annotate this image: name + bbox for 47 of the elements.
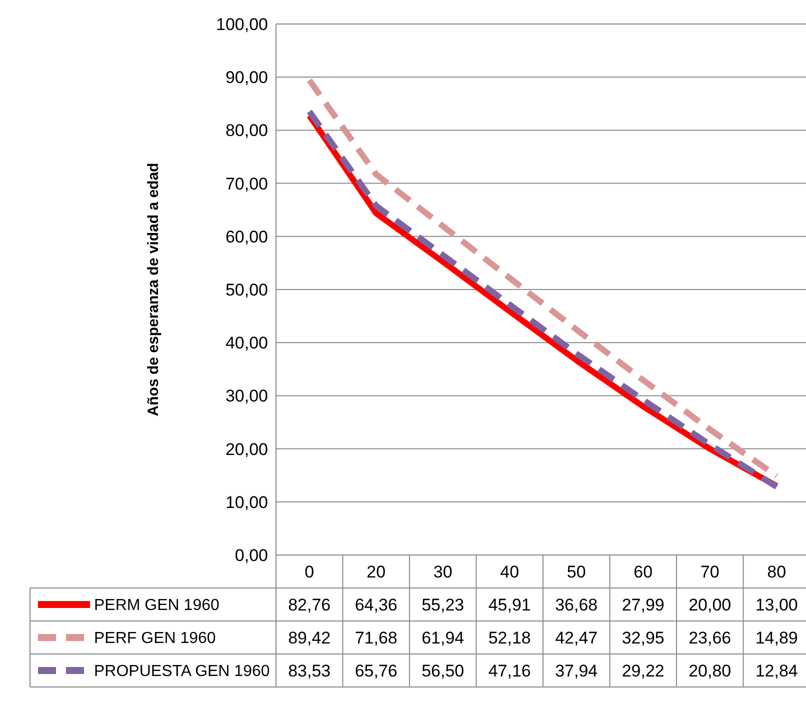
y-tick-label: 40,00 (225, 334, 268, 353)
data-label: 37,94 (555, 661, 598, 680)
data-label: 83,53 (288, 661, 331, 680)
x-tick-label: 60 (634, 562, 653, 582)
x-tick-label: 50 (566, 562, 586, 582)
data-label: 13,00 (755, 595, 798, 614)
y-axis-title: Años de esperanza de vidad a edad (145, 162, 162, 416)
legend-label: PROPUESTA GEN 1960 (94, 663, 270, 680)
data-label: 12,84 (755, 661, 798, 680)
data-label: 61,94 (422, 628, 464, 648)
data-label: 55,23 (422, 595, 464, 614)
legend-label: PERM GEN 1960 (94, 597, 220, 614)
data-label: 45,91 (488, 595, 531, 614)
data-label: 14,89 (755, 628, 798, 648)
data-label: 64,36 (354, 595, 398, 614)
data-label: 29,22 (622, 661, 664, 680)
data-label: 20,80 (688, 661, 732, 680)
data-label: 82,76 (288, 595, 331, 614)
y-tick-label: 20,00 (225, 440, 268, 459)
x-tick-label: 70 (700, 562, 720, 582)
data-label: 47,16 (488, 661, 531, 680)
y-tick-label: 0,00 (234, 546, 268, 565)
data-label: 52,18 (488, 628, 531, 648)
y-tick-label: 30,00 (225, 386, 268, 406)
data-label: 42,47 (555, 628, 598, 648)
x-tick-label: 80 (767, 562, 786, 582)
y-tick-label: 70,00 (225, 174, 268, 194)
data-label: 20,00 (688, 595, 732, 614)
data-label: 32,95 (622, 628, 664, 648)
x-tick-label: 0 (304, 562, 314, 582)
x-tick-label: 30 (433, 562, 452, 582)
data-label: 71,68 (354, 628, 398, 648)
y-tick-label: 50,00 (225, 280, 268, 300)
data-label: 65,76 (354, 661, 398, 680)
legend-label: PERF GEN 1960 (94, 630, 216, 648)
y-tick-label: 90,00 (225, 68, 268, 88)
y-tick-label: 60,00 (225, 227, 268, 246)
y-tick-label: 80,00 (225, 121, 268, 140)
data-label: 89,42 (288, 628, 331, 648)
x-tick-label: 40 (500, 562, 520, 582)
x-tick-label: 20 (366, 562, 386, 582)
data-label: 56,50 (422, 661, 464, 680)
y-tick-label: 10,00 (225, 492, 268, 512)
data-label: 36,68 (555, 595, 598, 614)
data-label: 27,99 (622, 595, 664, 614)
data-label: 23,66 (688, 628, 732, 648)
y-tick-label: 100,00 (216, 14, 268, 34)
